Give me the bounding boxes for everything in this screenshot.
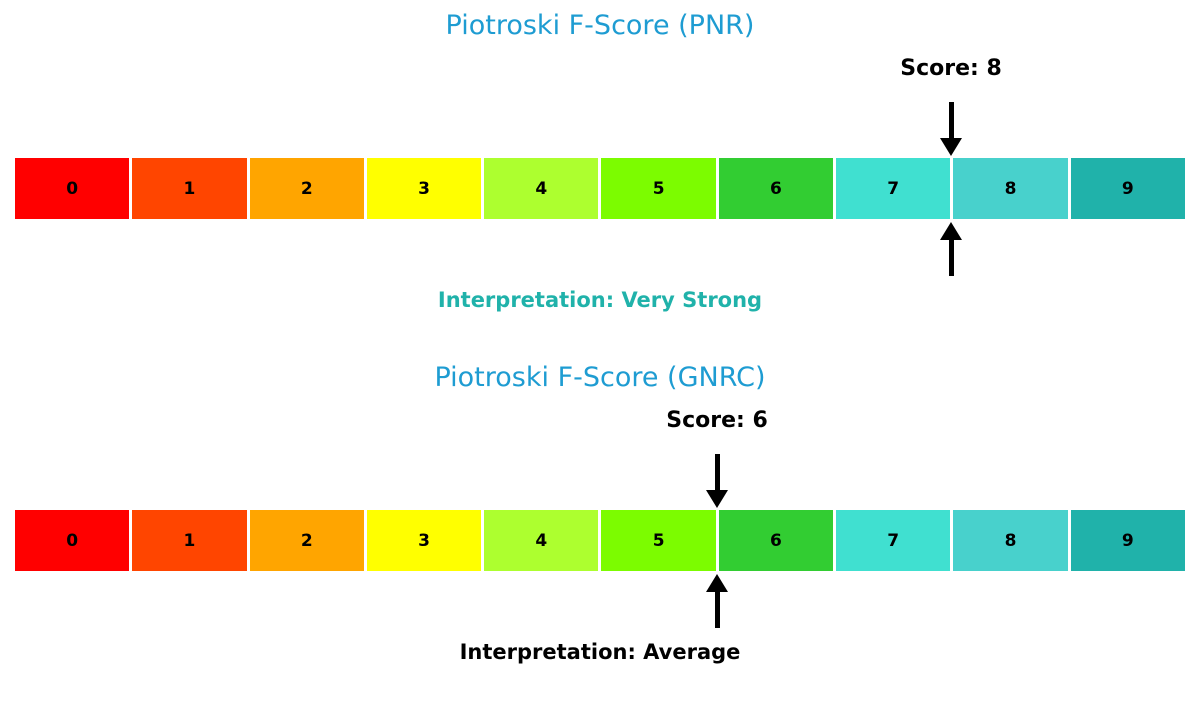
segment-label: 9	[1121, 178, 1134, 199]
score-label: Score: 6	[666, 408, 768, 433]
segment-label: 2	[300, 530, 313, 551]
bar-segment-7: 7	[836, 158, 951, 219]
bar-segment-1: 1	[132, 510, 247, 571]
segment-label: 6	[770, 178, 782, 199]
bar-segment-5: 5	[601, 510, 716, 571]
bar-segment-5: 5	[601, 158, 716, 219]
segment-label: 4	[535, 530, 548, 551]
bar-segment-9: 9	[1070, 510, 1185, 571]
interpretation-label: Interpretation: Average	[459, 640, 741, 664]
segment-label: 2	[300, 178, 313, 199]
arrow-stem	[948, 102, 954, 138]
gauge-pnr: Piotroski F-Score (PNR) Score: 8 0 1 2 3 4 5 6…	[0, 10, 1200, 340]
segment-label: 6	[770, 530, 782, 551]
segment-label: 4	[535, 178, 548, 199]
bar-segment-0: 0	[15, 510, 130, 571]
interpretation-label: Interpretation: Very Strong	[437, 288, 763, 312]
bar-segment-2: 2	[249, 510, 364, 571]
score-label: Score: 8	[900, 56, 1002, 81]
segment-label: 1	[183, 530, 196, 551]
score-pointer-up-arrow-icon	[706, 574, 728, 628]
segment-label: 7	[887, 530, 900, 551]
arrow-head	[706, 574, 728, 592]
arrow-head	[706, 490, 728, 508]
segment-label: 5	[652, 178, 665, 199]
bar-segment-1: 1	[132, 158, 247, 219]
score-pointer-up-arrow-icon	[940, 222, 962, 276]
arrow-head	[940, 138, 962, 156]
bar-segment-4: 4	[484, 510, 599, 571]
score-bar: 0 1 2 3 4 5 6 7 8 9	[15, 158, 1185, 219]
arrow-stem	[714, 454, 720, 490]
bar-segment-8: 8	[953, 510, 1068, 571]
segment-label: 5	[652, 530, 665, 551]
score-pointer-down-arrow-icon	[940, 102, 962, 156]
segment-label: 3	[418, 178, 430, 199]
segment-label: 9	[1121, 530, 1134, 551]
bar-segment-8: 8	[953, 158, 1068, 219]
segment-label: 0	[66, 530, 79, 551]
gauge-title: Piotroski F-Score (PNR)	[445, 10, 755, 41]
bar-segment-6: 6	[718, 158, 834, 219]
segment-label: 7	[887, 178, 900, 199]
bar-segment-9: 9	[1070, 158, 1185, 219]
segment-label: 8	[1004, 530, 1017, 551]
score-bar: 0 1 2 3 4 5 6 7 8 9	[15, 510, 1185, 571]
gauge-gnrc: Piotroski F-Score (GNRC) Score: 6 0 1 2 3 4 5…	[0, 362, 1200, 692]
bar-segment-3: 3	[366, 510, 482, 571]
segment-label: 1	[183, 178, 196, 199]
bar-segment-4: 4	[484, 158, 599, 219]
bar-segment-0: 0	[15, 158, 130, 219]
arrow-stem	[948, 240, 954, 276]
bar-segment-3: 3	[366, 158, 482, 219]
bar-segment-7: 7	[836, 510, 951, 571]
segment-label: 3	[418, 530, 430, 551]
segment-label: 8	[1004, 178, 1017, 199]
score-pointer-down-arrow-icon	[706, 454, 728, 508]
bar-segment-2: 2	[249, 158, 364, 219]
segment-label: 0	[66, 178, 79, 199]
gauge-title: Piotroski F-Score (GNRC)	[434, 362, 766, 393]
bar-segment-6: 6	[718, 510, 834, 571]
arrow-head	[940, 222, 962, 240]
arrow-stem	[714, 592, 720, 628]
